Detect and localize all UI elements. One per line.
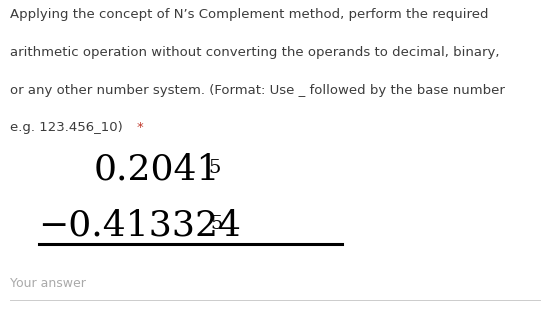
Text: Applying the concept of N’s Complement method, perform the required: Applying the concept of N’s Complement m… (10, 8, 488, 21)
Text: arithmetic operation without converting the operands to decimal, binary,: arithmetic operation without converting … (10, 46, 499, 59)
Text: e.g. 123.456_10): e.g. 123.456_10) (10, 121, 127, 134)
Text: 5: 5 (210, 215, 223, 233)
Text: 5: 5 (208, 159, 220, 177)
Text: 0.2041: 0.2041 (94, 153, 220, 187)
Text: *: * (136, 121, 143, 134)
Text: or any other number system. (Format: Use _ followed by the base number: or any other number system. (Format: Use… (10, 84, 505, 97)
Text: −0.413324: −0.413324 (39, 208, 241, 242)
Text: e.g. 123.456_10) *: e.g. 123.456_10) * (10, 121, 134, 134)
Text: Your answer: Your answer (10, 277, 86, 290)
